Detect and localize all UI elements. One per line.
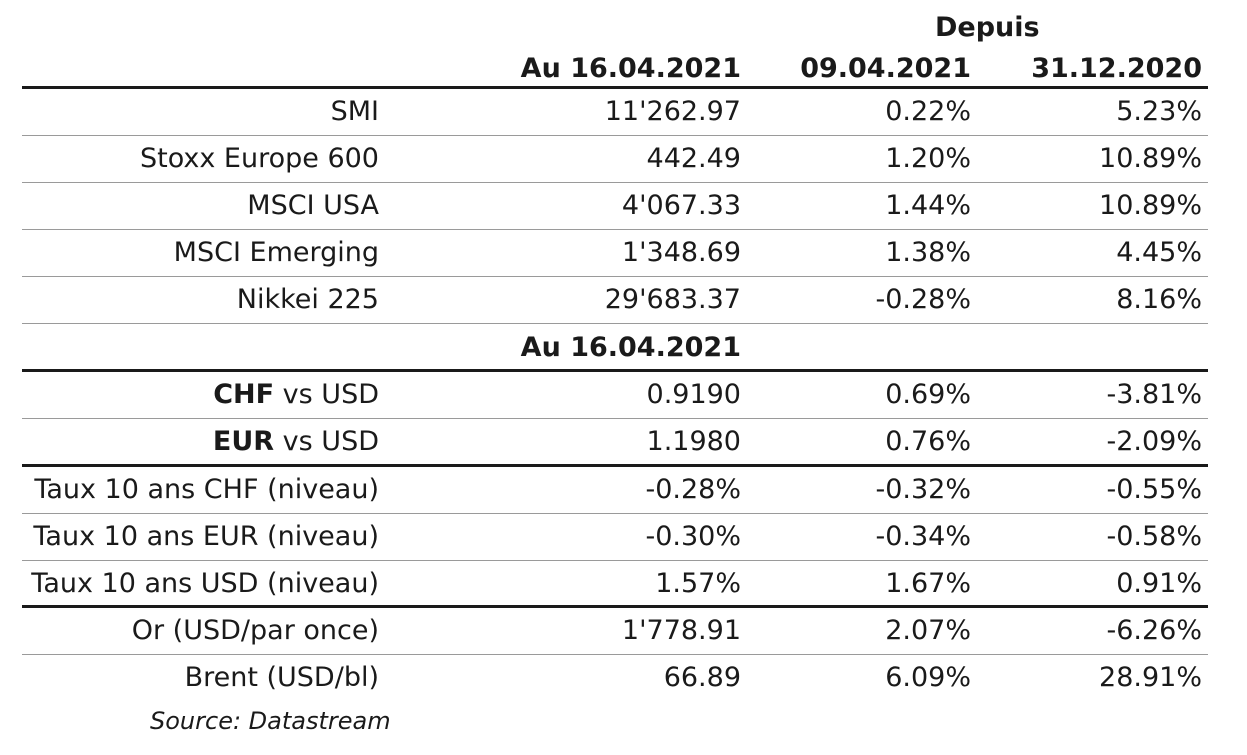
currency-code: EUR (212, 426, 275, 457)
row-value-col1: -0.30% (645, 521, 741, 552)
row-divider (22, 182, 1208, 183)
row-value-col3: 10.89% (1099, 190, 1202, 221)
row-value-col2: -0.34% (875, 521, 971, 552)
row-label: MSCI USA (247, 190, 379, 221)
row-value-col1: 11'262.97 (604, 96, 741, 127)
row-divider (22, 135, 1208, 136)
section-rule (22, 605, 1208, 608)
row-value-col2: 1.38% (885, 237, 971, 268)
row-value-col3: -2.09% (1106, 426, 1202, 457)
row-divider (22, 229, 1208, 230)
row-value-col1: 4'067.33 (621, 190, 741, 221)
currency-code: CHF (213, 379, 275, 410)
header-rule (22, 86, 1208, 89)
row-value-col3: 5.23% (1116, 96, 1202, 127)
row-label: Taux 10 ans CHF (niveau) (34, 474, 379, 505)
row-label: MSCI Emerging (173, 237, 379, 268)
row-value-col1: 1'348.69 (621, 237, 741, 268)
row-value-col1: 29'683.37 (604, 284, 741, 315)
row-value-col2: 6.09% (885, 662, 971, 693)
currency-pair-text: vs USD (274, 426, 379, 457)
row-value-col3: 0.91% (1116, 568, 1202, 599)
row-value-col3: 28.91% (1099, 662, 1202, 693)
row-divider (22, 513, 1208, 514)
header-depuis: Depuis (935, 12, 1040, 43)
row-value-col3: 8.16% (1116, 284, 1202, 315)
header-col1: Au 16.04.2021 (520, 53, 741, 84)
row-value-col1: 0.9190 (646, 379, 741, 410)
row-value-col1: -0.28% (645, 474, 741, 505)
row-value-col1: 66.89 (663, 662, 741, 693)
row-value-col2: 2.07% (885, 615, 971, 646)
row-value-col2: -0.28% (875, 284, 971, 315)
row-divider (22, 276, 1208, 277)
row-value-col3: -6.26% (1106, 615, 1202, 646)
row-label: Taux 10 ans EUR (niveau) (33, 521, 379, 552)
row-value-col3: -3.81% (1106, 379, 1202, 410)
row-label: Taux 10 ans USD (niveau) (31, 568, 379, 599)
row-label: Brent (USD/bl) (184, 662, 379, 693)
row-label: Stoxx Europe 600 (139, 143, 379, 174)
row-value-col1: 442.49 (646, 143, 741, 174)
row-value-col2: 0.22% (885, 96, 971, 127)
row-label: Or (USD/par once) (131, 615, 379, 646)
row-label: CHF vs USD (213, 380, 379, 410)
row-value-col2: 1.67% (885, 568, 971, 599)
row-divider (22, 418, 1208, 419)
row-value-col2: 0.69% (885, 379, 971, 410)
row-value-col1: 1'778.91 (621, 615, 741, 646)
header-col2: 09.04.2021 (800, 53, 971, 84)
row-value-col2: -0.32% (875, 474, 971, 505)
row-label: EUR vs USD (213, 427, 379, 457)
row-value-col3: 4.45% (1116, 237, 1202, 268)
source-note: Source: Datastream (150, 707, 391, 735)
row-divider (22, 654, 1208, 655)
row-label: Nikkei 225 (236, 284, 379, 315)
row-value-col1: 1.1980 (646, 426, 741, 457)
row-label: SMI (330, 96, 379, 127)
header-col3: 31.12.2020 (1031, 53, 1202, 84)
row-divider (22, 560, 1208, 561)
row-value-col3: -0.55% (1106, 474, 1202, 505)
row-divider (22, 323, 1208, 324)
row-value-col2: 1.44% (885, 190, 971, 221)
section-rule (22, 464, 1208, 467)
row-value-col3: -0.58% (1106, 521, 1202, 552)
subheader-date: Au 16.04.2021 (520, 332, 741, 363)
row-value-col1: 1.57% (655, 568, 741, 599)
row-value-col2: 0.76% (885, 426, 971, 457)
row-value-col3: 10.89% (1099, 143, 1202, 174)
row-value-col2: 1.20% (885, 143, 971, 174)
currency-pair-text: vs USD (274, 379, 379, 410)
subheader-rule (22, 369, 1208, 372)
